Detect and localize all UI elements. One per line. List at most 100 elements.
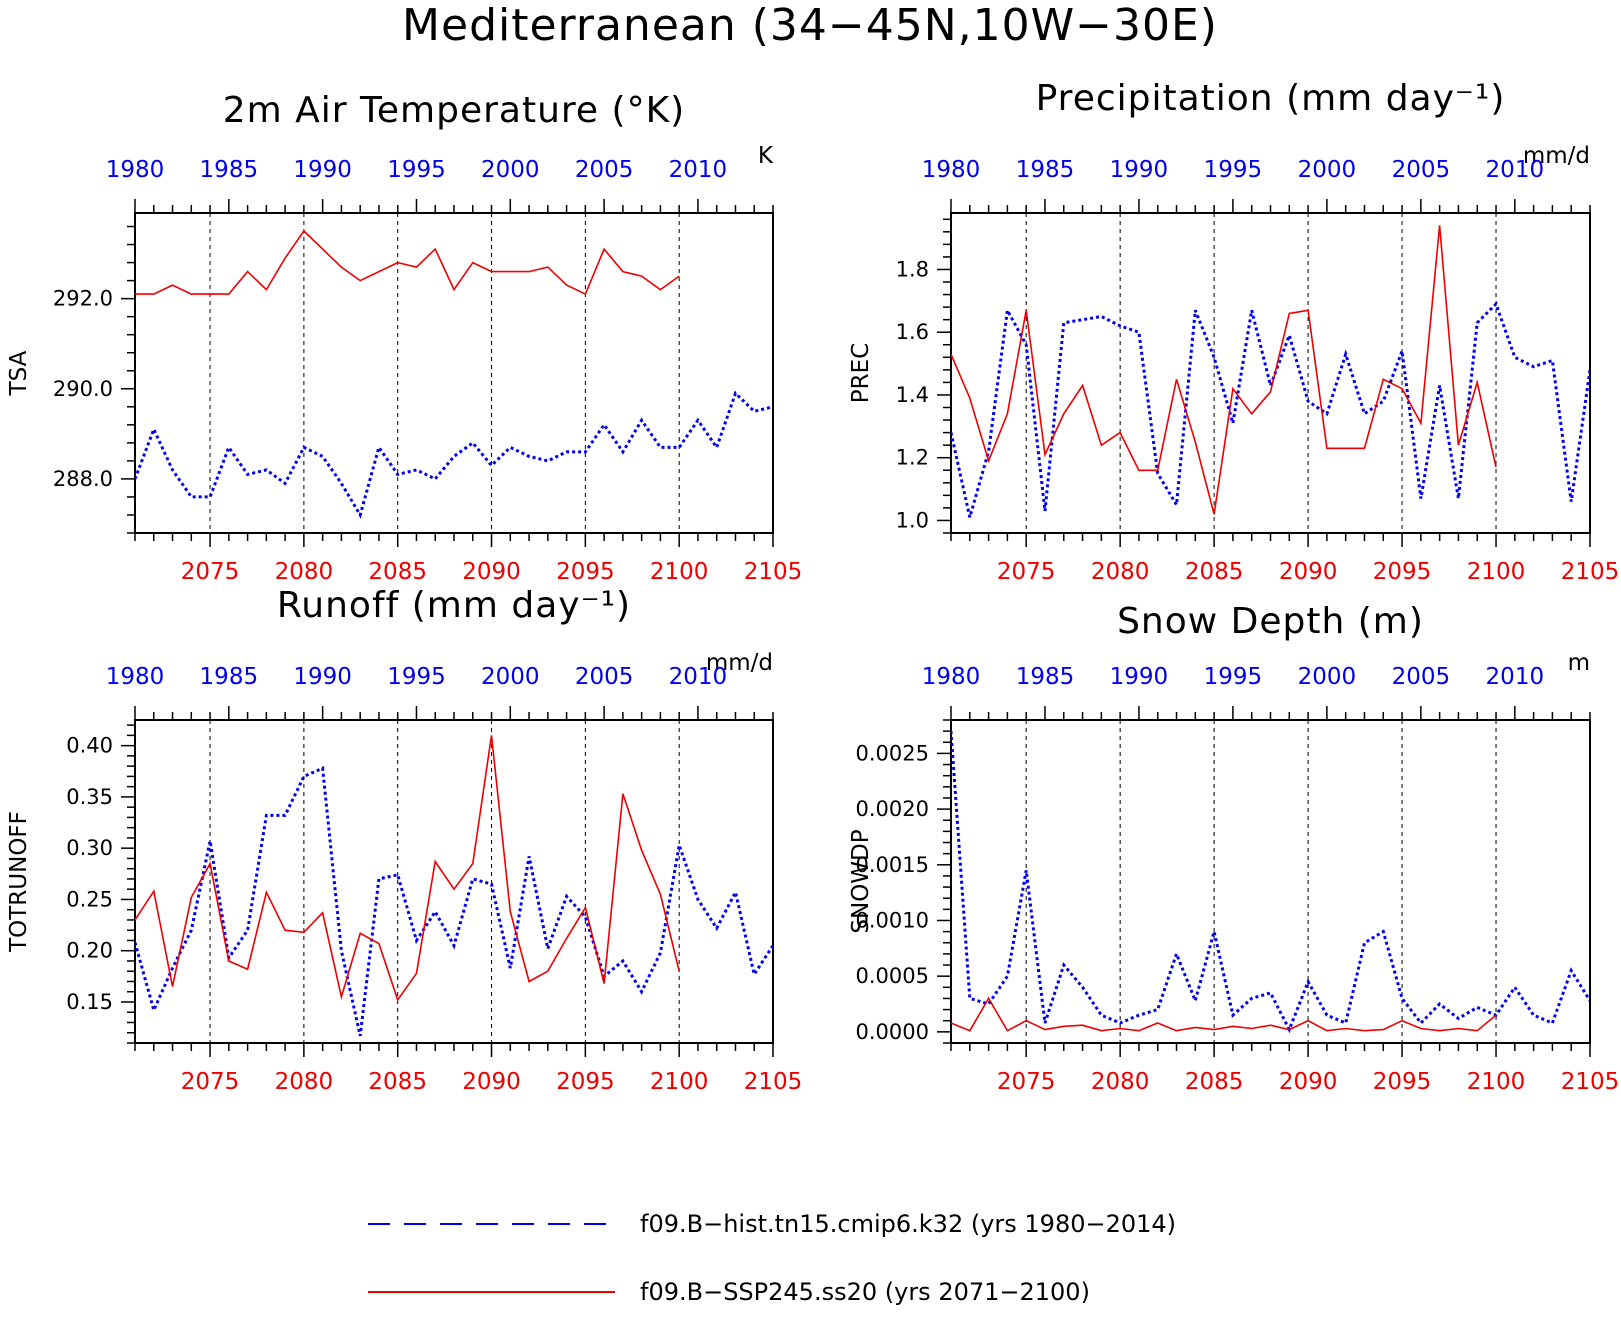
top-tick-label-snow: 1990 — [1110, 664, 1169, 690]
y-tick-label-snow: 0.0000 — [856, 1020, 929, 1044]
bottom-tick-label-runoff: 2075 — [181, 1069, 240, 1095]
bottom-tick-label-precip: 2105 — [1561, 559, 1620, 585]
unit-label-snow: m — [1568, 650, 1590, 676]
y-axis-label-snow: SNOWDP — [848, 829, 874, 933]
bottom-tick-label-temp: 2105 — [744, 559, 803, 585]
y-tick-label-temp: 290.0 — [53, 377, 113, 401]
bottom-tick-label-snow: 2090 — [1279, 1069, 1338, 1095]
bottom-tick-label-precip: 2095 — [1373, 559, 1432, 585]
panel-title-temp: 2m Air Temperature (°K) — [223, 90, 685, 131]
bottom-tick-label-runoff: 2090 — [462, 1069, 521, 1095]
bottom-tick-label-runoff: 2100 — [650, 1069, 709, 1095]
ssp-series-line-runoff — [135, 735, 680, 1002]
ssp-series-line-temp — [135, 229, 680, 296]
bottom-tick-label-temp: 2095 — [556, 559, 615, 585]
bottom-tick-label-temp: 2085 — [368, 559, 427, 585]
top-tick-label-precip: 1980 — [922, 157, 981, 183]
panel-precip: Precipitation (mm day⁻¹) mm/d 2075 2080 2085… — [848, 78, 1619, 585]
legend-label-ssp: f09.B−SSP245.ss20 (yrs 2071−2100) — [640, 1278, 1090, 1306]
bottom-tick-label-precip: 2080 — [1091, 559, 1150, 585]
panel-runoff: Runoff (mm day⁻¹) mm/d 2075 2080 2085 2090 209… — [6, 585, 802, 1095]
hist-series-line-snow — [951, 730, 1590, 1034]
panels: 2m Air Temperature (°K) K 2075 2080 2085 2090… — [6, 78, 1619, 1095]
y-axis-label-runoff: TOTRUNOFF — [6, 811, 32, 953]
y-tick-label-precip: 1.6 — [896, 320, 929, 344]
y-tick-label-runoff: 0.40 — [66, 734, 113, 758]
panel-title-runoff: Runoff (mm day⁻¹) — [277, 585, 631, 626]
top-tick-label-runoff: 1990 — [293, 664, 352, 690]
bottom-tick-label-precip: 2085 — [1185, 559, 1244, 585]
hist-series-line-precip — [951, 301, 1590, 518]
y-tick-label-snow: 0.0015 — [856, 853, 929, 877]
bottom-tick-label-snow: 2080 — [1091, 1069, 1150, 1095]
bottom-tick-label-snow: 2105 — [1561, 1069, 1620, 1095]
ssp-series-line-precip — [951, 225, 1497, 515]
top-tick-label-snow: 2010 — [1486, 664, 1545, 690]
unit-label-runoff: mm/d — [706, 650, 773, 676]
top-tick-label-temp: 1980 — [106, 157, 165, 183]
y-tick-label-snow: 0.0020 — [856, 797, 929, 821]
bottom-tick-label-snow: 2100 — [1467, 1069, 1526, 1095]
bottom-tick-label-temp: 2075 — [181, 559, 240, 585]
panel-title-snow: Snow Depth (m) — [1117, 601, 1424, 642]
plot-frame-snow — [950, 719, 1591, 1044]
top-tick-label-precip: 1985 — [1016, 157, 1075, 183]
top-tick-label-temp: 2000 — [481, 157, 540, 183]
y-tick-label-runoff: 0.35 — [66, 785, 113, 809]
y-tick-label-snow: 0.0025 — [856, 741, 929, 765]
ssp-series-line-snow — [951, 996, 1497, 1032]
hist-series-line-runoff — [135, 766, 773, 1037]
top-tick-label-runoff: 1980 — [106, 664, 165, 690]
top-tick-label-snow: 1995 — [1204, 664, 1263, 690]
unit-label-temp: K — [758, 143, 774, 169]
top-tick-label-snow: 1985 — [1016, 664, 1075, 690]
top-tick-label-runoff: 2000 — [481, 664, 540, 690]
y-tick-label-snow: 0.0005 — [856, 964, 929, 988]
bottom-tick-label-snow: 2095 — [1373, 1069, 1432, 1095]
y-tick-label-precip: 1.4 — [896, 383, 929, 407]
y-tick-label-precip: 1.2 — [896, 446, 929, 470]
y-tick-label-precip: 1.0 — [896, 508, 929, 532]
y-tick-label-snow: 0.0010 — [856, 908, 929, 932]
top-tick-label-snow: 2000 — [1298, 664, 1357, 690]
bottom-tick-label-runoff: 2080 — [275, 1069, 334, 1095]
top-tick-label-precip: 2010 — [1486, 157, 1545, 183]
top-tick-label-temp: 2005 — [575, 157, 634, 183]
top-tick-label-temp: 1985 — [200, 157, 259, 183]
unit-label-precip: mm/d — [1523, 143, 1590, 169]
y-axis-label-precip: PREC — [848, 343, 874, 403]
bottom-tick-label-temp: 2100 — [650, 559, 709, 585]
top-tick-label-precip: 2000 — [1298, 157, 1357, 183]
bottom-tick-label-runoff: 2095 — [556, 1069, 615, 1095]
main-title: Mediterranean (34−45N,10W−30E) — [402, 0, 1218, 51]
top-tick-label-precip: 1990 — [1110, 157, 1169, 183]
bottom-tick-label-temp: 2090 — [462, 559, 521, 585]
y-tick-label-runoff: 0.15 — [66, 990, 113, 1014]
panel-snow: Snow Depth (m) m 2075 2080 2085 2090 2095 2100 2… — [848, 601, 1619, 1095]
panel-temp: 2m Air Temperature (°K) K 2075 2080 2085 2090… — [6, 90, 802, 585]
top-tick-label-temp: 1990 — [293, 157, 352, 183]
bottom-tick-label-precip: 2100 — [1467, 559, 1526, 585]
bottom-tick-label-snow: 2085 — [1185, 1069, 1244, 1095]
bottom-tick-label-snow: 2075 — [997, 1069, 1056, 1095]
top-tick-label-precip: 2005 — [1392, 157, 1451, 183]
bottom-tick-label-precip: 2075 — [997, 559, 1056, 585]
top-tick-label-temp: 1995 — [387, 157, 446, 183]
legend: f09.B−hist.tn15.cmip6.k32 (yrs 1980−2014… — [368, 1210, 1176, 1306]
top-tick-label-runoff: 2005 — [575, 664, 634, 690]
y-tick-label-runoff: 0.20 — [66, 939, 113, 963]
y-tick-label-runoff: 0.25 — [66, 887, 113, 911]
y-tick-label-precip: 1.8 — [896, 257, 929, 281]
plot-frame-runoff — [134, 719, 774, 1044]
panel-title-precip: Precipitation (mm day⁻¹) — [1036, 78, 1506, 119]
top-tick-label-snow: 1980 — [922, 664, 981, 690]
y-axis-label-temp: TSA — [6, 350, 32, 396]
bottom-tick-label-runoff: 2085 — [368, 1069, 427, 1095]
bottom-tick-label-temp: 2080 — [275, 559, 334, 585]
bottom-tick-label-runoff: 2105 — [744, 1069, 803, 1095]
y-tick-label-temp: 292.0 — [53, 287, 113, 311]
bottom-tick-label-precip: 2090 — [1279, 559, 1338, 585]
top-tick-label-snow: 2005 — [1392, 664, 1451, 690]
top-tick-label-precip: 1995 — [1204, 157, 1263, 183]
